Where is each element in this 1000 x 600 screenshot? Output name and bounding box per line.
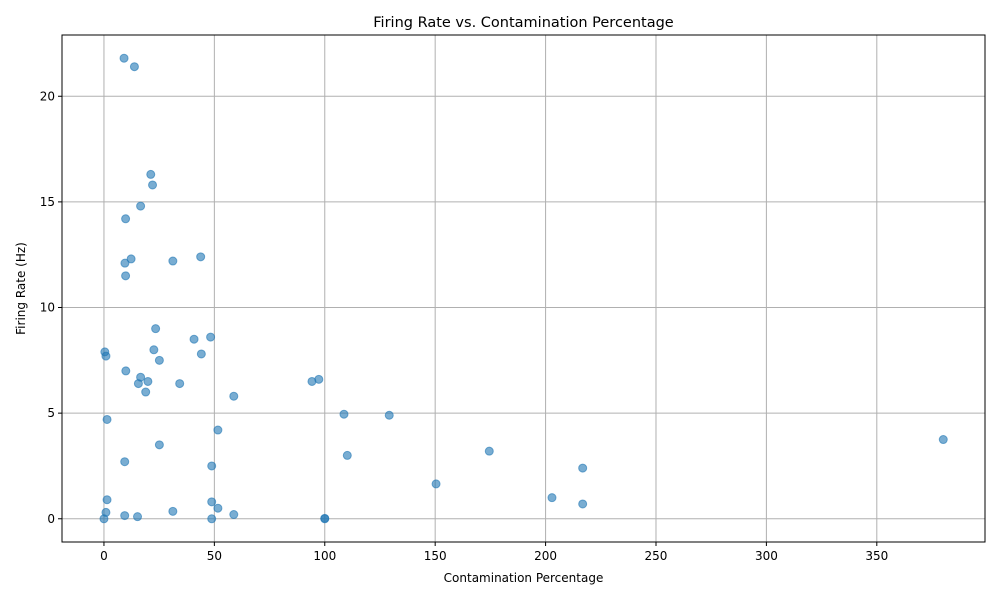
- scatter-point: [133, 379, 143, 389]
- axis-ticks: 0 50 100 150 200 250 300 350 0 5 10 15 20: [40, 89, 889, 563]
- scatter-point: [120, 511, 130, 521]
- scatter-point: [207, 497, 217, 507]
- scatter-point: [154, 440, 164, 450]
- scatter-point: [229, 510, 239, 520]
- scatter-point: [207, 514, 217, 524]
- scatter-point: [168, 506, 178, 516]
- x-tick-label: 250: [645, 549, 668, 563]
- scatter-point: [102, 495, 112, 505]
- scatter-point: [99, 514, 109, 524]
- chart-title: Firing Rate vs. Contamination Percentage: [373, 15, 674, 31]
- y-tick-label: 20: [40, 89, 55, 103]
- scatter-point: [213, 503, 223, 513]
- scatter-point: [149, 345, 159, 355]
- scatter-point: [578, 499, 588, 509]
- x-axis-label: Contamination Percentage: [444, 571, 604, 585]
- scatter-point: [136, 201, 146, 211]
- scatter-point: [141, 387, 151, 397]
- x-tick-label: 150: [424, 549, 447, 563]
- scatter-point: [121, 271, 131, 281]
- scatter-point: [578, 463, 588, 473]
- scatter-point: [133, 512, 143, 522]
- x-tick-label: 0: [100, 549, 108, 563]
- scatter-point: [119, 53, 129, 63]
- y-tick-label: 10: [40, 301, 55, 315]
- scatter-point: [342, 450, 352, 460]
- scatter-point: [547, 493, 557, 503]
- y-tick-label: 0: [47, 512, 55, 526]
- scatter-point: [129, 62, 139, 72]
- x-tick-label: 50: [207, 549, 222, 563]
- scatter-point: [196, 349, 206, 359]
- scatter-point: [339, 409, 349, 419]
- scatter-point: [189, 334, 199, 344]
- scatter-point: [102, 414, 112, 424]
- scatter-point: [120, 258, 130, 268]
- scatter-point: [151, 324, 161, 334]
- y-tick-label: 5: [47, 406, 55, 420]
- scatter-point: [121, 366, 131, 376]
- scatter-point: [120, 457, 130, 467]
- scatter-point: [196, 252, 206, 262]
- scatter-point: [229, 391, 239, 401]
- scatter-point: [154, 355, 164, 365]
- scatter-point: [168, 256, 178, 266]
- scatter-point: [126, 254, 136, 264]
- scatter-point: [431, 479, 441, 489]
- scatter-point: [101, 351, 111, 361]
- scatter-point: [938, 435, 948, 445]
- scatter-point: [143, 376, 153, 386]
- scatter-point: [121, 214, 131, 224]
- scatter-point: [207, 461, 217, 471]
- scatter-point: [384, 410, 394, 420]
- y-tick-label: 15: [40, 195, 55, 209]
- y-axis-label: Firing Rate (Hz): [14, 242, 28, 335]
- scatter-point: [314, 374, 324, 384]
- plot-frame: [61, 34, 986, 543]
- scatter-point: [175, 379, 185, 389]
- scatter-point: [148, 180, 158, 190]
- scatter-point: [206, 332, 216, 342]
- x-tick-label: 100: [313, 549, 336, 563]
- x-tick-label: 350: [865, 549, 888, 563]
- scatter-point: [146, 169, 156, 179]
- scatter-point: [213, 425, 223, 435]
- scatter-point: [320, 513, 330, 523]
- grid-lines: [62, 35, 985, 542]
- x-tick-label: 300: [755, 549, 778, 563]
- scatter-point: [484, 446, 494, 456]
- x-tick-label: 200: [534, 549, 557, 563]
- data-points: [99, 53, 948, 524]
